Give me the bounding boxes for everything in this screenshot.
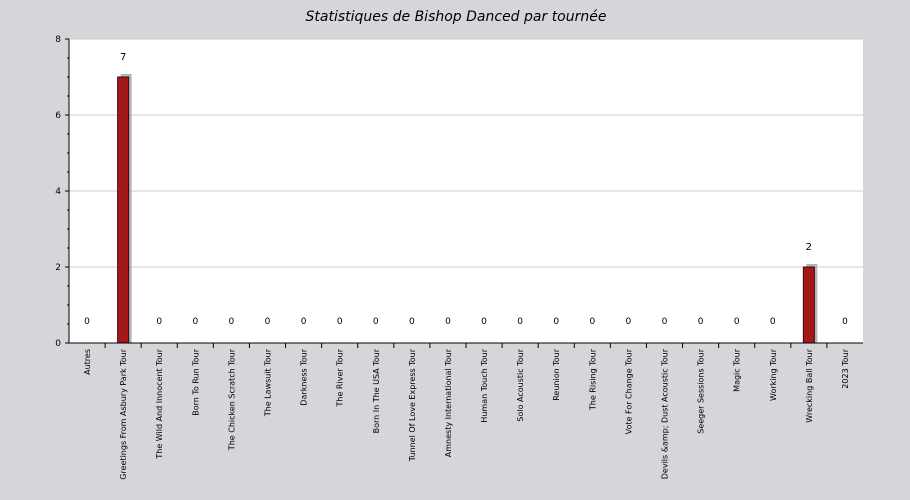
y-tick-label: 2 <box>55 263 61 273</box>
x-tick-label: The Chicken Scratch Tour <box>227 348 236 451</box>
x-tick-label: Working Tour <box>769 348 778 401</box>
x-tick-label: Greetings From Asbury Park Tour <box>119 348 128 479</box>
x-tick-label: Darkness Tour <box>300 348 309 405</box>
data-label: 0 <box>156 317 162 327</box>
data-label: 0 <box>698 317 704 327</box>
x-tick-label: Magic Tour <box>733 348 742 392</box>
x-tick-label: Human Touch Tour <box>480 348 489 422</box>
x-tick-label: 2023 Tour <box>841 348 850 388</box>
x-tick-label: Autres <box>83 349 92 375</box>
data-label: 0 <box>337 317 343 327</box>
x-tick-label: Reunion Tour <box>552 348 561 400</box>
data-label: 0 <box>770 317 776 327</box>
data-label: 0 <box>842 317 848 327</box>
chart-title: Statistiques de Bishop Danced par tourné… <box>306 9 607 25</box>
data-label: 0 <box>445 317 451 327</box>
data-label: 0 <box>662 317 668 327</box>
data-label: 2 <box>806 242 812 253</box>
x-tick-label: The Rising Tour <box>588 348 597 411</box>
data-labels: 0 7 0 0 0 0 0 0 0 0 0 0 0 0 0 0 0 0 0 0 2 0 <box>84 52 848 327</box>
y-tick-label: 6 <box>55 111 61 121</box>
data-label: 0 <box>409 317 415 327</box>
y-tick-label: 8 <box>55 35 61 45</box>
y-ticks: 0 2 4 6 8 <box>55 35 69 349</box>
y-tick-label: 0 <box>55 339 61 349</box>
data-label: 0 <box>373 317 379 327</box>
data-label: 0 <box>734 317 740 327</box>
x-tick-label: Wrecking Ball Tour <box>805 348 814 422</box>
x-tick-label: Born In The USA Tour <box>372 348 381 433</box>
bar <box>117 76 130 344</box>
y-tick-label: 4 <box>55 187 61 197</box>
x-tick-label: The River Tour <box>336 348 345 407</box>
grid-lines <box>69 38 863 268</box>
data-label: 0 <box>589 317 595 327</box>
data-label: 0 <box>553 317 559 327</box>
x-tick-label: Vote For Change Tour <box>624 348 633 434</box>
data-label: 0 <box>481 317 487 327</box>
data-label: 0 <box>192 317 198 327</box>
x-tick-label: Born To Run Tour <box>191 348 200 415</box>
x-tick-label: Devils &amp; Dust Acoustic Tour <box>661 348 670 479</box>
x-tick-label: The Lawsuit Tour <box>264 348 273 417</box>
data-label: 0 <box>84 317 90 327</box>
x-tick-label: The Wild And Innocent Tour <box>155 348 164 459</box>
x-tick-label: Tunnel Of Love Express Tour <box>408 348 417 462</box>
x-tick-label: Solo Acoustic Tour <box>516 348 525 421</box>
data-label: 0 <box>229 317 235 327</box>
data-label: 0 <box>301 317 307 327</box>
data-label: 7 <box>120 52 126 63</box>
data-label: 0 <box>265 317 271 327</box>
data-label: 0 <box>517 317 523 327</box>
bar <box>802 266 815 344</box>
data-label: 0 <box>626 317 632 327</box>
x-tick-label: Amnesty International Tour <box>444 348 453 457</box>
x-ticks: Autres Greetings From Asbury Park Tour The… <box>83 343 850 480</box>
x-tick-label: Seeger Sessions Tour <box>697 348 706 433</box>
